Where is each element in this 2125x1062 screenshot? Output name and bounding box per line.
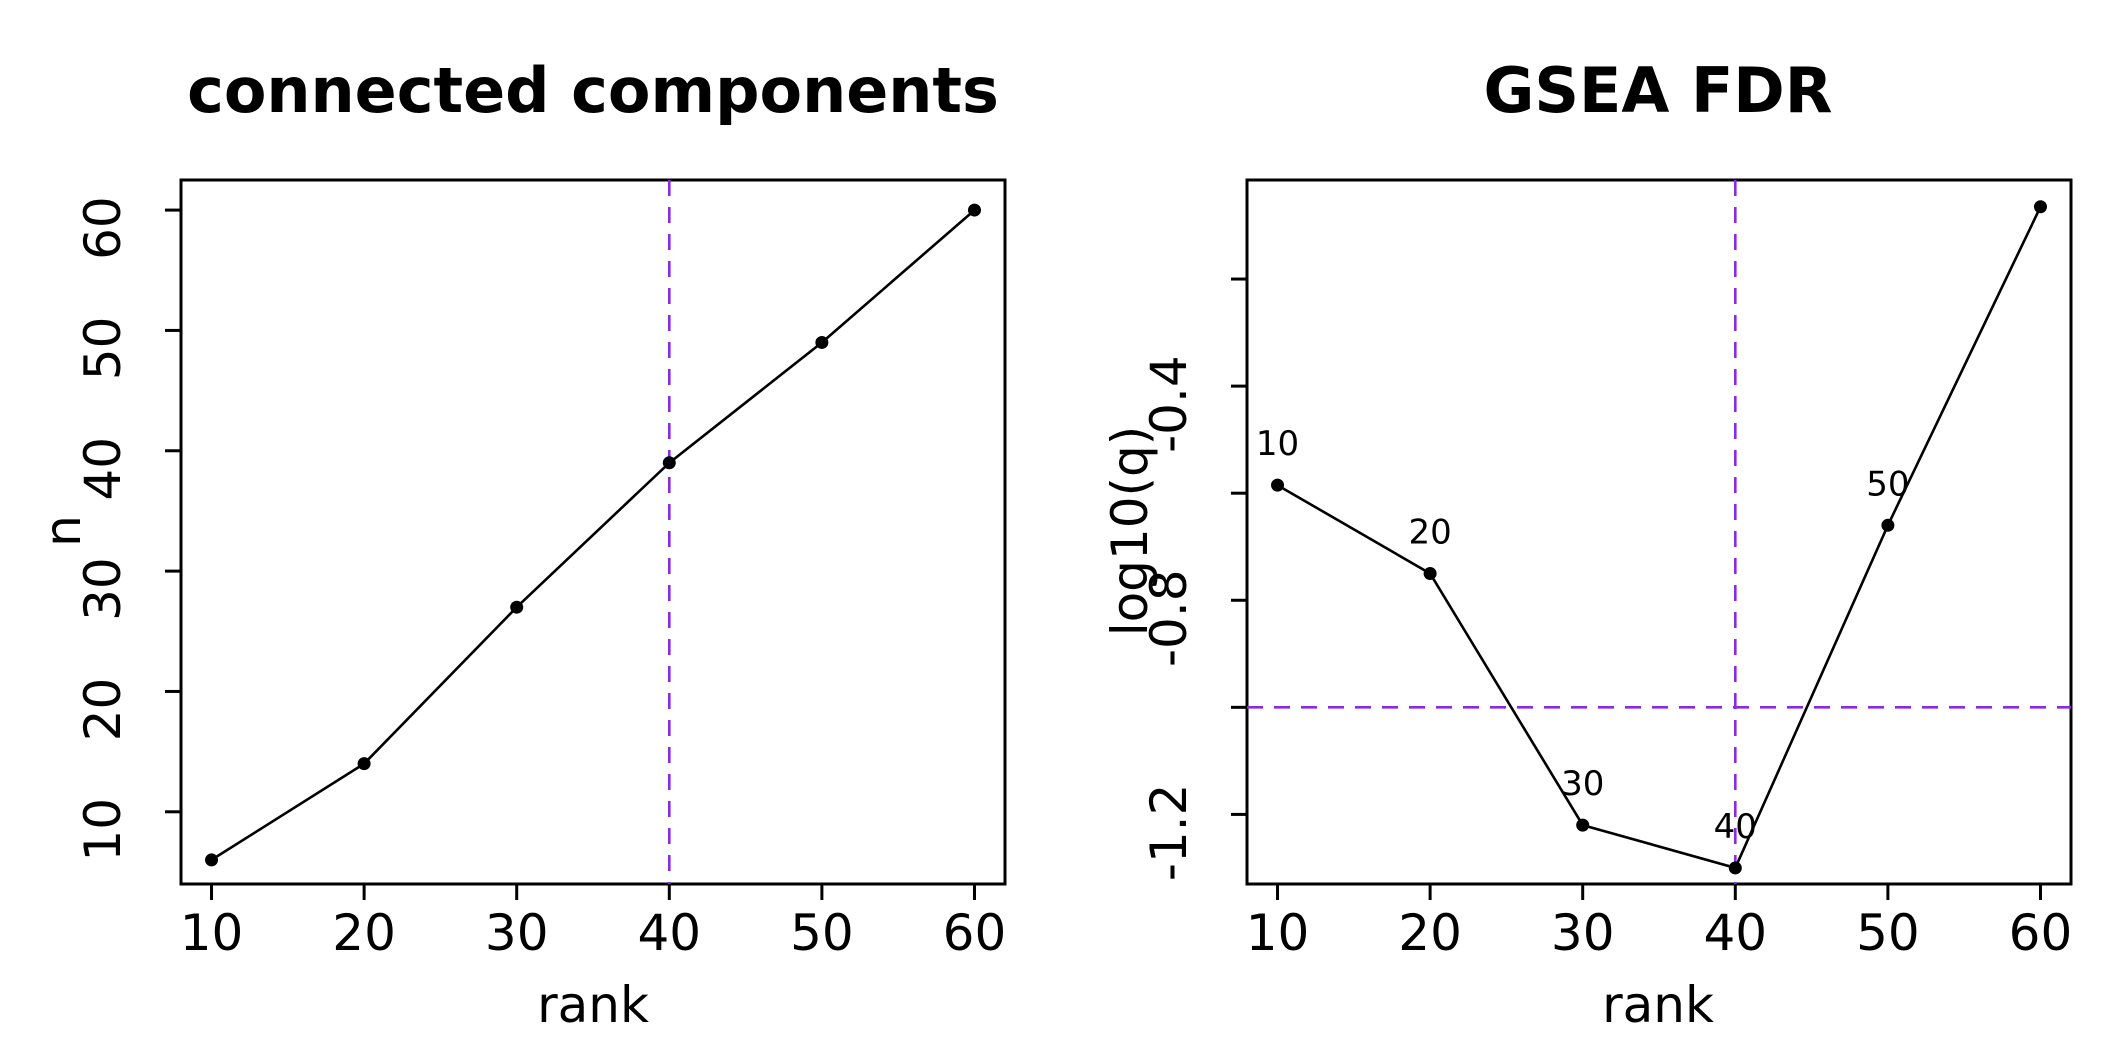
x-tick-label: 40 bbox=[1703, 904, 1767, 962]
data-point bbox=[2033, 200, 2047, 214]
x-tick-label: 40 bbox=[637, 904, 701, 962]
y-tick-label: 40 bbox=[74, 437, 132, 501]
data-point-label: 30 bbox=[1561, 764, 1604, 804]
y-tick-label: 10 bbox=[74, 798, 132, 862]
x-axis-title: rank bbox=[537, 976, 649, 1034]
data-point bbox=[815, 335, 829, 349]
y-tick-label: -0.4 bbox=[1140, 355, 1198, 453]
data-point bbox=[357, 757, 371, 771]
data-point-label: 10 bbox=[1256, 424, 1299, 464]
data-point bbox=[1576, 818, 1590, 832]
data-point bbox=[1271, 478, 1285, 492]
x-tick-label: 60 bbox=[943, 904, 1007, 962]
y-axis-title: n bbox=[34, 515, 92, 547]
data-point-label: 20 bbox=[1408, 512, 1451, 552]
y-tick-label: -1.2 bbox=[1140, 784, 1198, 882]
x-tick-label: 20 bbox=[332, 904, 396, 962]
x-tick-label: 20 bbox=[1398, 904, 1462, 962]
x-axis-title: rank bbox=[1602, 976, 1714, 1034]
series-line bbox=[1276, 206, 2042, 870]
chart-title: GSEA FDR bbox=[1483, 54, 1832, 127]
data-point bbox=[205, 853, 219, 867]
y-tick-label: -0.8 bbox=[1140, 569, 1198, 667]
plot-frame bbox=[1245, 178, 2073, 886]
y-tick-label: 20 bbox=[74, 678, 132, 742]
data-point-label: 40 bbox=[1714, 807, 1757, 847]
y-tick-label: 30 bbox=[74, 557, 132, 621]
x-tick-label: 10 bbox=[180, 904, 244, 962]
x-tick-label: 50 bbox=[1856, 904, 1920, 962]
x-tick-label: 10 bbox=[1246, 904, 1310, 962]
data-point bbox=[662, 456, 676, 470]
data-point-label: 50 bbox=[1866, 464, 1909, 504]
y-axis-title: log10(q) bbox=[1101, 426, 1159, 637]
chart-title: connected components bbox=[187, 54, 999, 127]
plot-frame bbox=[179, 178, 1007, 886]
data-point bbox=[1881, 518, 1895, 532]
series-line bbox=[210, 209, 976, 861]
x-tick-label: 30 bbox=[1551, 904, 1615, 962]
panel-connected-components: connected components rank n 10 20 30 40 50 60… bbox=[34, 54, 1007, 1034]
x-tick-label: 30 bbox=[485, 904, 549, 962]
x-tick-label: 50 bbox=[790, 904, 854, 962]
data-point bbox=[510, 600, 524, 614]
y-tick-label: 50 bbox=[74, 317, 132, 381]
data-point bbox=[967, 203, 981, 217]
x-tick-label: 60 bbox=[2009, 904, 2073, 962]
y-tick-label: 60 bbox=[74, 196, 132, 260]
data-point bbox=[1728, 861, 1742, 875]
data-point bbox=[1423, 566, 1437, 580]
panel-gsea-fdr: GSEA FDR rank log10(q) 10 20 30 40 50 60 -1.2 -… bbox=[1101, 54, 2073, 1034]
